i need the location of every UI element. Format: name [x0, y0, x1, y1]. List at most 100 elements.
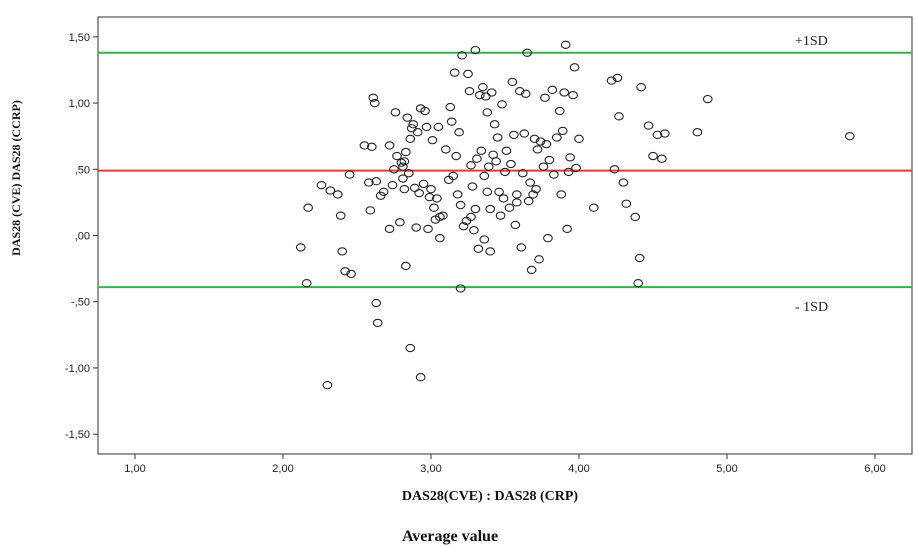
data-point-89	[477, 83, 488, 92]
data-point-151	[588, 203, 599, 212]
data-point-72	[455, 200, 466, 210]
data-point-134	[543, 233, 553, 243]
x-tick-label-0: 1,00	[124, 463, 145, 475]
data-point-11	[346, 269, 356, 279]
data-point-70	[452, 190, 463, 199]
data-point-24	[384, 141, 395, 150]
data-point-129	[534, 255, 544, 264]
data-point-147	[568, 90, 578, 100]
data-point-145	[563, 167, 574, 177]
y-tick-label-1: 1,00	[69, 98, 90, 110]
data-point-124	[526, 265, 537, 275]
reference-line-labels: +1SD - 1SD	[795, 34, 828, 315]
x-axis-secondary-label: Average value	[402, 528, 498, 545]
data-point-149	[571, 163, 581, 173]
x-tick-label-4: 5,00	[716, 463, 737, 475]
data-point-95	[483, 162, 494, 171]
data-point-90	[479, 171, 490, 181]
data-point-59	[433, 122, 444, 132]
data-point-25	[387, 181, 398, 190]
data-point-88	[476, 146, 487, 155]
data-points	[295, 40, 855, 390]
data-point-106	[498, 194, 509, 203]
data-point-34	[399, 185, 410, 194]
data-point-122	[523, 196, 534, 206]
data-point-61	[435, 233, 445, 243]
data-point-58	[432, 194, 442, 203]
data-point-168	[702, 94, 713, 104]
y-tick-label-4: -,50	[71, 297, 90, 309]
data-point-123	[525, 178, 536, 187]
data-point-20	[372, 318, 383, 328]
data-point-14	[365, 206, 376, 215]
data-point-36	[400, 261, 411, 271]
data-point-54	[426, 185, 436, 194]
data-point-2	[303, 203, 314, 212]
data-point-121	[522, 48, 533, 57]
data-point-160	[634, 253, 645, 263]
data-point-150	[574, 134, 584, 143]
data-point-116	[514, 87, 525, 96]
data-point-81	[467, 182, 478, 191]
data-point-144	[562, 224, 573, 234]
data-point-86	[473, 244, 484, 253]
data-point-136	[547, 85, 558, 94]
data-point-66	[446, 117, 457, 126]
data-point-148	[569, 63, 580, 72]
data-point-126	[529, 134, 540, 143]
data-point-153	[609, 165, 620, 174]
data-point-41	[406, 124, 417, 133]
data-point-130	[535, 137, 546, 146]
data-point-104	[495, 211, 506, 220]
reference-label-0: +1SD	[795, 34, 828, 49]
data-point-140	[556, 190, 567, 199]
data-point-165	[657, 154, 667, 163]
data-point-80	[466, 161, 476, 170]
data-point-154	[612, 73, 623, 83]
data-point-77	[463, 69, 473, 79]
data-point-163	[648, 151, 658, 161]
data-point-19	[371, 298, 382, 308]
data-point-101	[491, 157, 501, 166]
data-point-67	[448, 171, 459, 181]
data-point-8	[337, 247, 348, 256]
data-point-82	[469, 226, 479, 235]
data-point-157	[621, 199, 632, 208]
data-point-137	[548, 170, 559, 179]
data-point-127	[531, 185, 541, 194]
data-point-56	[429, 203, 439, 212]
data-point-10	[344, 170, 355, 179]
data-point-65	[445, 102, 456, 112]
data-point-152	[606, 76, 617, 85]
x-axis-ticks: 1,00 2,00 3,00 4,00 5,00 6,00	[124, 454, 886, 475]
data-point-31	[398, 174, 408, 183]
data-point-74	[457, 51, 467, 60]
data-point-35	[400, 147, 411, 157]
y-tick-label-6: -1,50	[65, 429, 90, 441]
data-point-5	[325, 186, 336, 195]
data-point-50	[420, 106, 430, 116]
data-point-18	[371, 177, 382, 186]
data-point-142	[559, 88, 570, 97]
data-point-139	[554, 106, 565, 116]
data-point-15	[366, 142, 377, 151]
data-point-69	[451, 151, 462, 161]
y-tick-label-3: ,00	[75, 231, 90, 243]
data-point-52	[423, 224, 433, 234]
data-point-115	[511, 190, 522, 199]
data-point-79	[466, 212, 476, 222]
data-point-87	[474, 90, 485, 100]
data-point-143	[560, 40, 571, 49]
data-point-4	[322, 380, 333, 390]
data-point-71	[454, 128, 464, 137]
x-tick-label-1: 2,00	[272, 463, 293, 475]
data-point-42	[408, 120, 419, 129]
data-point-167	[692, 128, 703, 137]
data-point-138	[551, 133, 562, 142]
reference-label-2: - 1SD	[795, 300, 828, 315]
data-point-118	[517, 169, 528, 178]
y-tick-label-2: ,50	[75, 164, 90, 176]
data-point-9	[340, 267, 351, 276]
data-point-162	[643, 121, 654, 130]
data-point-159	[633, 279, 644, 288]
